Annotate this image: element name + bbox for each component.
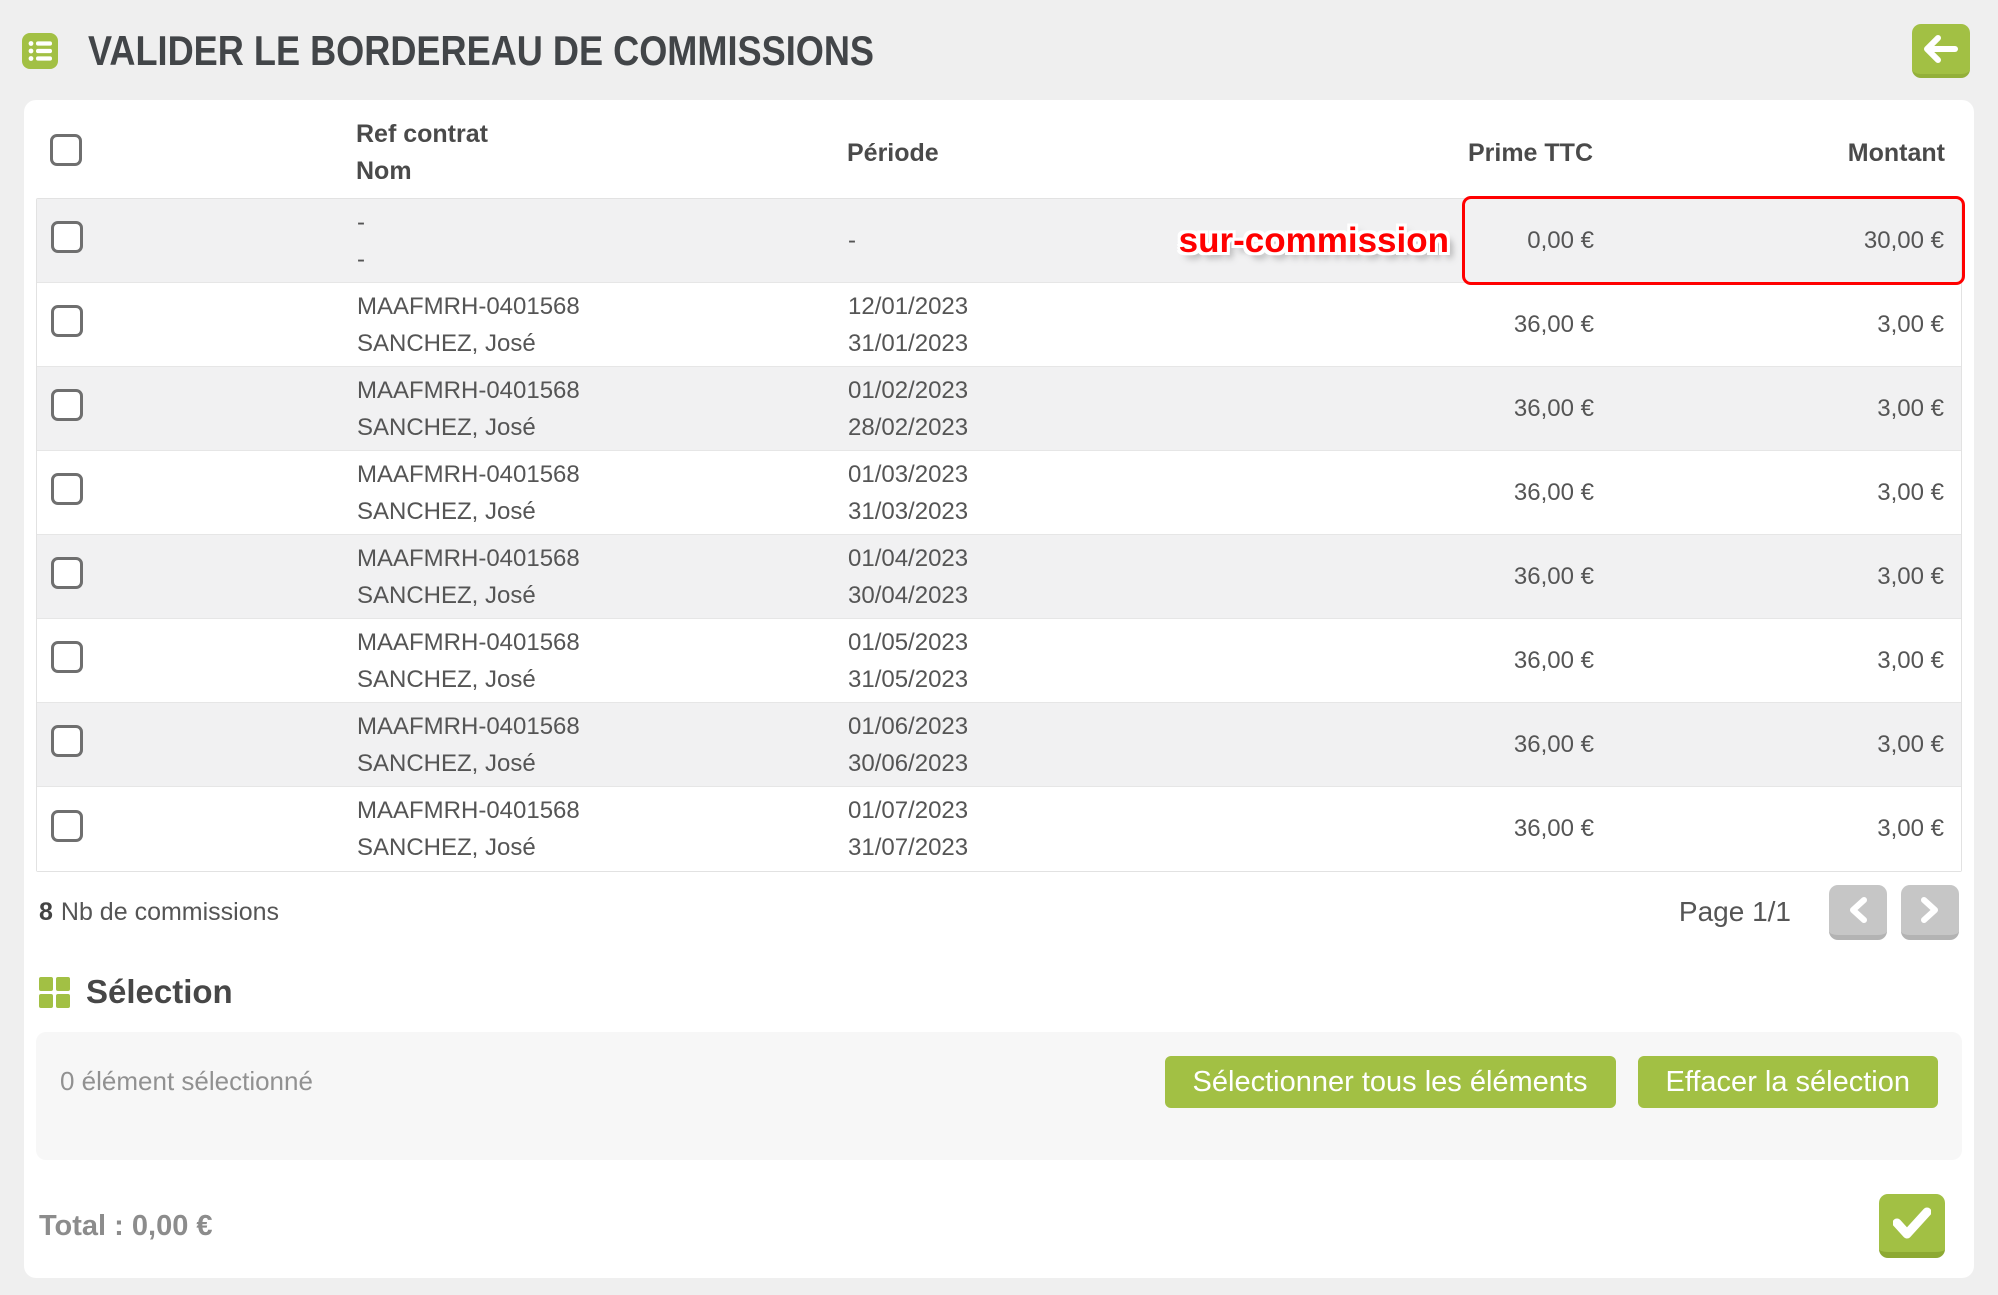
cell-ref-nom: MAAFMRH-0401568 SANCHEZ, José: [357, 460, 580, 525]
cell-periode: 01/05/2023 31/05/2023: [848, 628, 969, 693]
cell-montant: 3,00 €: [1877, 310, 1944, 338]
chevron-left-icon: [1848, 896, 1868, 924]
cell-periode: 12/01/2023 31/01/2023: [848, 292, 969, 357]
cell-prime: 36,00 €: [1513, 394, 1594, 422]
row-checkbox[interactable]: [51, 557, 83, 589]
column-header-ref-nom: Ref contrat Nom: [356, 120, 488, 185]
chevron-right-icon: [1920, 896, 1940, 924]
cell-prime: 36,00 €: [1513, 730, 1594, 758]
cell-periode: 01/07/2023 31/07/2023: [848, 797, 969, 861]
next-page-button[interactable]: [1901, 884, 1959, 940]
clear-selection-button[interactable]: Effacer la sélection: [1637, 1056, 1938, 1108]
cell-ref-nom: MAAFMRH-0401568 SANCHEZ, José: [357, 292, 580, 357]
table-row: MAAFMRH-0401568 SANCHEZ, José 01/02/2023…: [37, 367, 1961, 451]
table-row: MAAFMRH-0401568 SANCHEZ, José 01/03/2023…: [37, 451, 1961, 535]
column-header-periode: Période: [847, 138, 939, 167]
selection-status: 0 élément sélectionné: [60, 1066, 313, 1096]
cell-periode: 01/02/2023 28/02/2023: [848, 376, 969, 441]
page-header: VALIDER LE BORDEREAU DE COMMISSIONS: [0, 0, 1998, 100]
table-row: MAAFMRH-0401568 SANCHEZ, José 12/01/2023…: [37, 283, 1961, 367]
total-row: Total : 0,00 €: [36, 1160, 1962, 1262]
selection-section-header: Sélection: [39, 968, 1959, 1016]
cell-prime: 36,00 €: [1513, 562, 1594, 590]
cell-periode: 01/04/2023 30/04/2023: [848, 544, 969, 609]
cell-montant: 3,00 €: [1877, 730, 1944, 758]
cell-ref-nom: MAAFMRH-0401568 SANCHEZ, José: [357, 712, 580, 777]
pagination: Page 1/1: [1678, 884, 1959, 940]
cell-ref-nom: MAAFMRH-0401568 SANCHEZ, José: [357, 628, 580, 693]
row-checkbox[interactable]: [51, 725, 83, 757]
cell-prime: 36,00 €: [1513, 815, 1594, 842]
back-button[interactable]: [1912, 24, 1970, 78]
page-title: VALIDER LE BORDEREAU DE COMMISSIONS: [88, 27, 874, 74]
table-row: MAAFMRH-0401568 SANCHEZ, José 01/04/2023…: [37, 535, 1961, 619]
cell-montant: 3,00 €: [1877, 815, 1944, 842]
arrow-left-icon: [1924, 35, 1958, 63]
row-checkbox[interactable]: [51, 473, 83, 505]
row-checkbox[interactable]: [51, 809, 83, 842]
cell-prime: 36,00 €: [1513, 646, 1594, 674]
cell-ref-nom: MAAFMRH-0401568 SANCHEZ, José: [357, 544, 580, 609]
column-header-montant: Montant: [1847, 138, 1945, 167]
commissions-count: 8: [39, 897, 53, 926]
list-icon: [22, 33, 58, 69]
cell-montant: 30,00 €: [1863, 226, 1944, 254]
cell-ref-nom: MAAFMRH-0401568 SANCHEZ, José: [357, 797, 580, 861]
table-row: MAAFMRH-0401568 SANCHEZ, José 01/07/2023…: [37, 787, 1961, 871]
grid-icon: [39, 976, 70, 1008]
cell-periode: 01/06/2023 30/06/2023: [848, 712, 969, 777]
cell-prime: 36,00 €: [1513, 310, 1594, 338]
prev-page-button[interactable]: [1829, 884, 1887, 940]
commissions-count-label: Nb de commissions: [60, 897, 280, 926]
cell-montant: 3,00 €: [1877, 562, 1944, 590]
selection-panel: 0 élément sélectionné Sélectionner tous …: [36, 1032, 1962, 1160]
cell-periode: 01/03/2023 31/03/2023: [848, 460, 969, 525]
row-checkbox[interactable]: [51, 221, 83, 253]
cell-prime: 0,00 €: [1527, 226, 1594, 254]
page-indicator: Page 1/1: [1678, 896, 1791, 927]
select-all-button[interactable]: Sélectionner tous les éléments: [1164, 1056, 1616, 1108]
table-body: - - - 0,00 € 30,00 € sur-commission MAAF…: [36, 196, 1965, 872]
check-icon: [1893, 1207, 1931, 1239]
select-all-checkbox[interactable]: [50, 133, 82, 166]
table-header: Ref contrat Nom Période Prime TTC Montan…: [36, 108, 1962, 198]
cell-ref-nom: MAAFMRH-0401568 SANCHEZ, José: [357, 376, 580, 441]
table-row: MAAFMRH-0401568 SANCHEZ, José 01/05/2023…: [37, 619, 1961, 703]
selection-title: Sélection: [86, 973, 233, 1010]
cell-montant: 3,00 €: [1877, 646, 1944, 674]
cell-montant: 3,00 €: [1877, 394, 1944, 422]
row-checkbox[interactable]: [51, 305, 83, 337]
column-header-prime: Prime TTC: [1467, 138, 1593, 167]
total-label: Total : 0,00 €: [39, 1209, 213, 1242]
table-row: - - - 0,00 € 30,00 € sur-commission: [37, 196, 1965, 285]
cell-montant: 3,00 €: [1877, 478, 1944, 506]
cell-prime: 36,00 €: [1513, 478, 1594, 506]
table-footer: 8 Nb de commissions Page 1/1: [36, 872, 1962, 952]
commissions-card: Ref contrat Nom Période Prime TTC Montan…: [24, 100, 1974, 1278]
cell-ref-nom: - -: [357, 208, 365, 273]
validate-button[interactable]: [1879, 1194, 1945, 1258]
row-checkbox[interactable]: [51, 641, 83, 673]
row-checkbox[interactable]: [51, 389, 83, 421]
table-row: MAAFMRH-0401568 SANCHEZ, José 01/06/2023…: [37, 703, 1961, 787]
cell-periode: -: [848, 227, 856, 254]
